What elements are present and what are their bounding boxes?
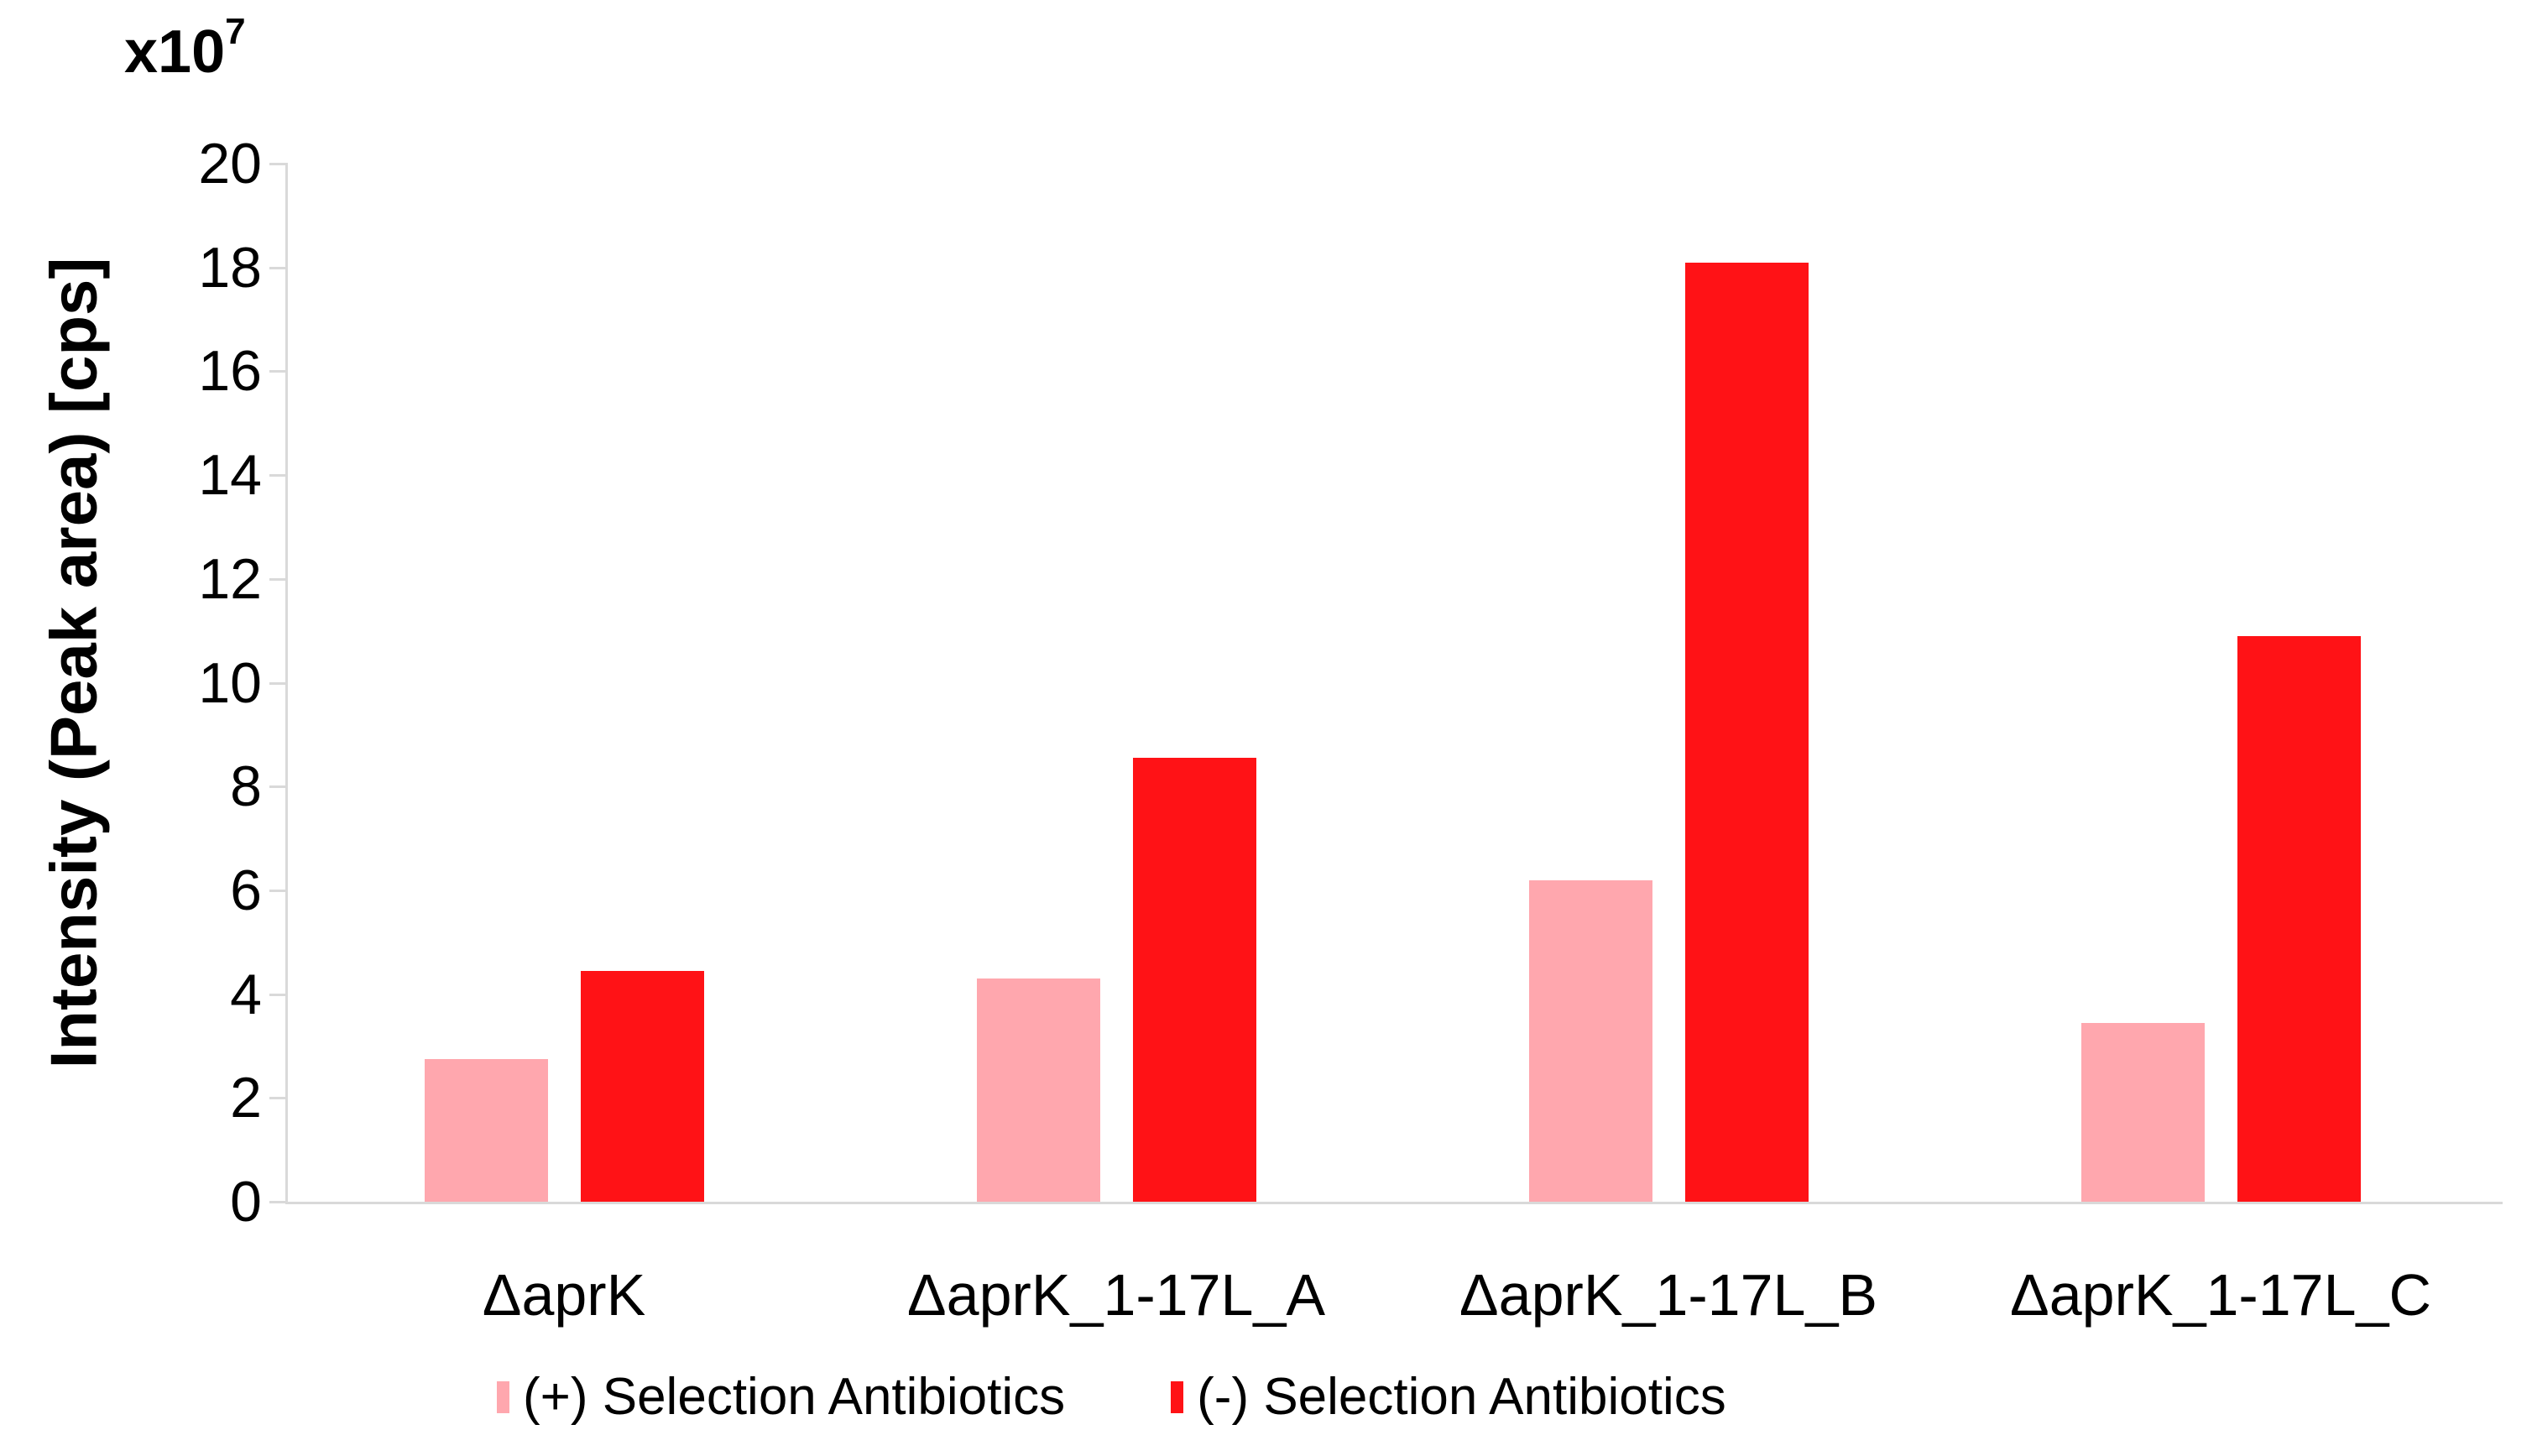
y-tick-mark xyxy=(269,993,288,996)
y-tick-label: 14 xyxy=(198,443,262,508)
legend-label: (+) Selection Antibiotics xyxy=(523,1368,1066,1426)
y-tick-mark xyxy=(269,370,288,373)
bar-plus-antibiotics xyxy=(1528,879,1652,1202)
y-tick-label: 8 xyxy=(230,754,262,819)
y-tick-mark xyxy=(269,266,288,269)
y-tick-mark xyxy=(269,474,288,478)
legend-color-swatch-plus xyxy=(497,1381,509,1413)
y-tick-mark xyxy=(269,577,288,581)
bar-plus-antibiotics xyxy=(424,1058,548,1202)
y-tick-label: 2 xyxy=(230,1066,262,1130)
bar-plus-antibiotics xyxy=(976,978,1100,1202)
y-tick-mark xyxy=(269,889,288,892)
y-tick-mark xyxy=(269,1097,288,1100)
bar-minus-antibiotics xyxy=(2237,635,2361,1202)
y-axis-multiplier-exponent: 7 xyxy=(225,11,246,52)
y-tick-label: 4 xyxy=(230,962,262,1026)
y-tick-mark xyxy=(269,163,288,165)
bar-plus-antibiotics xyxy=(2080,1022,2205,1202)
y-tick-label: 0 xyxy=(230,1170,262,1234)
bar-minus-antibiotics xyxy=(1132,758,1256,1202)
x-axis-line xyxy=(285,1202,2503,1204)
bar-minus-antibiotics xyxy=(1684,262,1809,1202)
y-tick-label: 20 xyxy=(198,132,262,196)
y-axis-multiplier-base: x10 xyxy=(124,18,226,86)
legend-label: (-) Selection Antibiotics xyxy=(1197,1368,1726,1426)
legend-color-swatch-minus xyxy=(1171,1381,1184,1413)
legend-item-minus: (-) Selection Antibiotics xyxy=(1171,1370,1726,1425)
y-tick-mark xyxy=(269,1201,288,1203)
y-tick-mark xyxy=(269,681,288,685)
legend: (+) Selection Antibiotics (-) Selection A… xyxy=(497,1370,1726,1425)
legend-item-plus: (+) Selection Antibiotics xyxy=(497,1370,1065,1425)
y-tick-label: 16 xyxy=(198,339,262,404)
y-tick-label: 6 xyxy=(230,858,262,922)
y-tick-label: 18 xyxy=(198,235,262,300)
x-category-label: ΔaprK_1-17L_B xyxy=(1459,1262,1878,1328)
x-category-label: ΔaprK_1-17L_C xyxy=(2009,1262,2432,1328)
x-category-label: ΔaprK xyxy=(482,1262,646,1328)
y-tick-label: 12 xyxy=(198,546,262,611)
y-tick-mark xyxy=(269,785,288,789)
x-category-label: ΔaprK_1-17L_A xyxy=(906,1262,1326,1328)
y-axis-multiplier: x107 xyxy=(124,11,246,83)
y-tick-label: 10 xyxy=(198,650,262,715)
bar-minus-antibiotics xyxy=(580,970,704,1202)
